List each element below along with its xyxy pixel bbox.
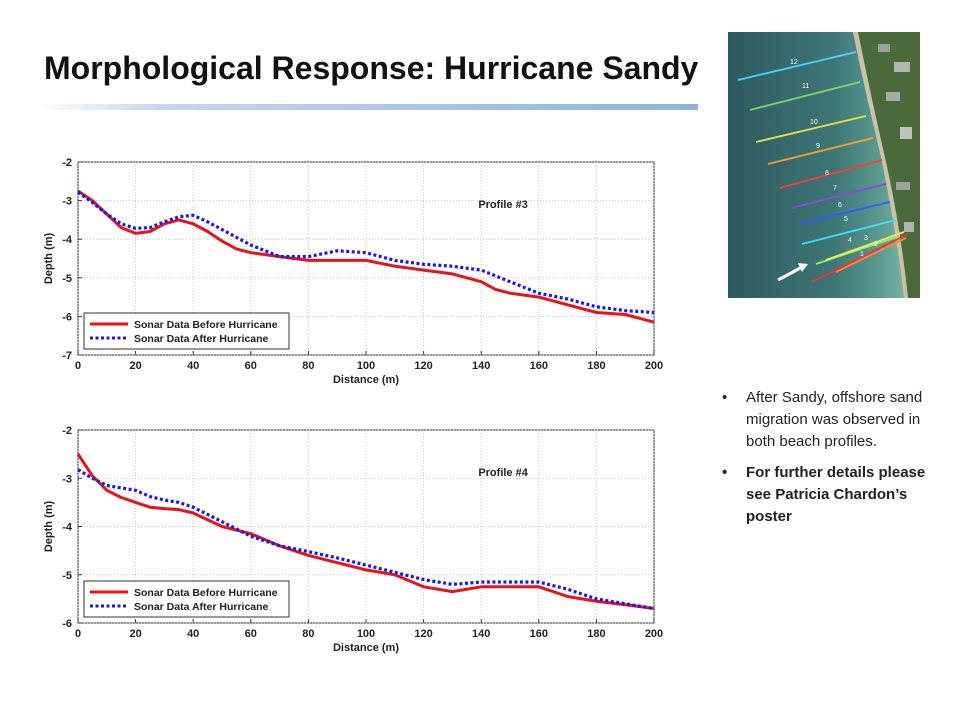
x-tick-label: 0	[75, 360, 81, 372]
arrow-up-right-icon	[777, 263, 808, 282]
transect-label: 2	[874, 241, 878, 248]
y-tick-label: -6	[62, 618, 72, 630]
legend-label: Sonar Data After Hurricane	[134, 601, 269, 613]
x-tick-label: 0	[75, 628, 81, 640]
aerial-photo: 12 11 10 9 8 7 65 4 32 1	[728, 32, 920, 298]
x-tick-label: 200	[645, 360, 663, 372]
transect-lines: 12 11 10 9 8 7 65 4 32 1	[737, 51, 909, 283]
x-tick-label: 160	[530, 628, 548, 640]
x-tick-label: 60	[245, 360, 257, 372]
transect-line	[779, 159, 883, 189]
transect-line	[835, 237, 907, 273]
x-tick-label: 20	[129, 360, 141, 372]
legend-box	[83, 580, 290, 618]
x-tick-label: 80	[302, 628, 314, 640]
transect-line	[811, 233, 909, 283]
transect-line	[791, 183, 887, 209]
transect-line	[767, 137, 874, 165]
y-axis-label: Depth (m)	[43, 501, 55, 553]
transect-label: 6	[838, 202, 842, 209]
x-tick-label: 120	[414, 360, 432, 372]
x-tick-label: 140	[472, 360, 490, 372]
transect-label: 3	[864, 235, 868, 242]
transect-line	[797, 201, 891, 225]
x-tick-label: 180	[587, 360, 605, 372]
bullet-icon: •	[722, 464, 728, 481]
legend-label: Sonar Data Before Hurricane	[134, 587, 278, 599]
x-tick-label: 60	[245, 628, 257, 640]
bullet-item: • For further details please see Patrici…	[720, 462, 945, 528]
x-tick-label: 40	[187, 628, 199, 640]
y-tick-label: -4	[62, 522, 73, 534]
transect-label: 11	[802, 83, 809, 90]
transect-label: 10	[810, 119, 818, 126]
x-tick-label: 160	[530, 360, 548, 372]
bullet-list: • After Sandy, offshore sand migration w…	[720, 387, 945, 537]
y-tick-label: -4	[62, 234, 73, 246]
transect-label: 7	[833, 185, 837, 192]
x-axis-label: Distance (m)	[333, 374, 399, 386]
series-line	[77, 468, 655, 611]
series-line	[77, 189, 655, 324]
y-tick-label: -3	[62, 196, 72, 208]
title-underline	[40, 104, 698, 110]
legend-label: Sonar Data Before Hurricane	[134, 319, 278, 331]
x-tick-label: 180	[587, 628, 605, 640]
x-tick-label: 120	[414, 628, 432, 640]
transect-label: 4	[848, 237, 852, 244]
series-line	[77, 190, 655, 315]
x-tick-label: 200	[645, 628, 663, 640]
transect-line	[825, 231, 905, 261]
x-tick-label: 20	[129, 628, 141, 640]
legend: Sonar Data Before Hurricane Sonar Data Af…	[83, 312, 290, 350]
slide-title: Morphological Response: Hurricane Sandy	[44, 50, 699, 86]
y-tick-label: -3	[62, 473, 72, 485]
y-tick-label: -6	[62, 311, 72, 323]
legend-label: Sonar Data After Hurricane	[134, 333, 269, 345]
x-tick-label: 100	[357, 628, 375, 640]
profile-4-chart: 0 20 40 60 80 100 120 140 160 180 200 -2 -3 -4 -5 -6 Dis…	[43, 425, 663, 654]
transect-line	[755, 115, 867, 143]
y-tick-label: -7	[62, 350, 72, 362]
y-tick-label: -2	[62, 157, 72, 169]
profile-annotation: Profile #3	[478, 199, 528, 211]
legend-box	[83, 312, 290, 350]
beach-strip	[853, 32, 908, 298]
transect-label: 9	[816, 143, 820, 150]
bullet-item: • After Sandy, offshore sand migration w…	[720, 387, 945, 453]
x-tick-label: 40	[187, 360, 199, 372]
profile-3-chart: 0 20 40 60 80 100 120 140 160 180 200 -2 -3 -4 -5 -6 -7 D…	[43, 157, 663, 386]
x-axis-label: Distance (m)	[333, 642, 399, 654]
transect-label: 12	[790, 59, 798, 66]
transect-label: 1	[860, 251, 864, 258]
legend: Sonar Data Before Hurricane Sonar Data Af…	[83, 580, 290, 618]
profile-annotation: Profile #4	[478, 467, 528, 479]
bullet-text: For further details please see Patricia …	[746, 464, 926, 525]
transect-label: 5	[844, 216, 848, 223]
transect-line	[749, 81, 861, 111]
bullet-text: After Sandy, offshore sand migration was…	[746, 389, 923, 450]
bullet-icon: •	[722, 389, 728, 406]
transect-line	[737, 51, 857, 81]
y-tick-label: -5	[62, 273, 72, 285]
x-tick-label: 80	[302, 360, 314, 372]
x-tick-label: 100	[357, 360, 375, 372]
y-tick-label: -2	[62, 425, 72, 437]
transect-line	[801, 219, 897, 245]
x-tick-label: 140	[472, 628, 490, 640]
transect-label: 8	[825, 170, 829, 177]
series-line	[76, 453, 655, 610]
y-axis-label: Depth (m)	[43, 233, 55, 285]
y-tick-label: -5	[62, 570, 72, 582]
